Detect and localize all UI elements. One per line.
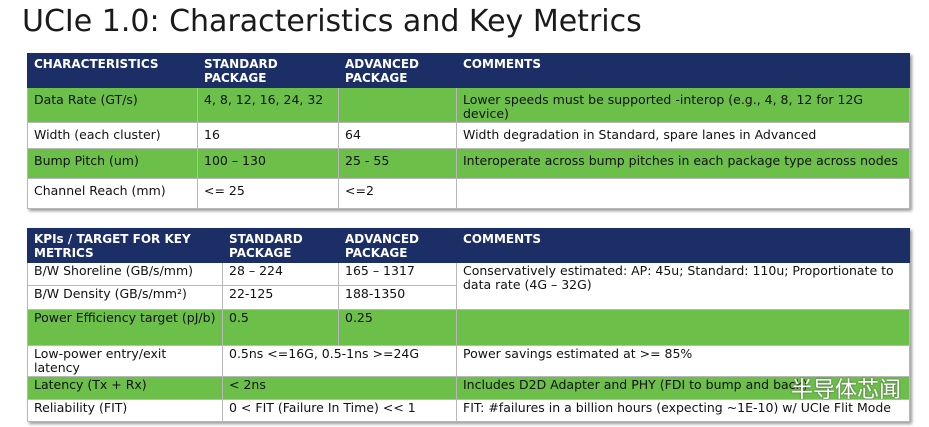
header-cell: COMMENTS [456, 53, 910, 88]
cell: 22-125 [222, 285, 339, 310]
cell: Low-power entry/exit latency [27, 345, 223, 377]
header-cell: ADVANCED PACKAGE [338, 53, 457, 88]
cell [338, 87, 457, 123]
watermark: 半导体芯闻 [790, 378, 901, 403]
cell: Includes D2D Adapter and PHY (FDI to bum… [456, 376, 910, 400]
cell: 0.25 [338, 309, 457, 346]
cell: Width (each cluster) [27, 122, 198, 149]
cell: 165 – 1317 [338, 262, 457, 286]
cell: Width degradation in Standard, spare lan… [456, 122, 910, 149]
cell: B/W Shoreline (GB/s/mm) [27, 262, 223, 286]
cell: Power savings estimated at >= 85% [456, 345, 910, 377]
header-cell: CHARACTERISTICS [27, 53, 198, 88]
cell: FIT: #failures in a billion hours (expec… [456, 399, 910, 422]
header-cell: STANDARD PACKAGE [222, 228, 339, 263]
cell [456, 309, 910, 346]
cell: <=2 [338, 178, 457, 209]
cell: 0.5ns <=16G, 0.5-1ns >=24G [222, 345, 457, 377]
header-cell: ADVANCED PACKAGE [338, 228, 457, 263]
cell: 4, 8, 12, 16, 24, 32 [197, 87, 339, 123]
header-cell: STANDARD PACKAGE [197, 53, 339, 88]
cell: Interoperate across bump pitches in each… [456, 148, 910, 179]
cell: <= 25 [197, 178, 339, 209]
cell: 16 [197, 122, 339, 149]
cell: 28 – 224 [222, 262, 339, 286]
cell: Channel Reach (mm) [27, 178, 198, 209]
cell: 188-1350 [338, 285, 457, 310]
cell: 0.5 [222, 309, 339, 346]
cell: Reliability (FIT) [27, 399, 223, 422]
kpi-table: KPIs / TARGET FOR KEY METRICS STANDARD PA… [27, 228, 910, 422]
cell: 64 [338, 122, 457, 149]
cell: 0 < FIT (Failure In Time) << 1 [222, 399, 457, 422]
cell: Power Efficiency target (pJ/b) [27, 309, 223, 346]
cell: 100 – 130 [197, 148, 339, 179]
cell: < 2ns [222, 376, 457, 400]
cell: Conservatively estimated: AP: 45u; Stand… [456, 262, 910, 310]
title: UCIe 1.0: Characteristics and Key Metric… [22, 4, 642, 39]
cell: Bump Pitch (um) [27, 148, 198, 179]
cell: Lower speeds must be supported -interop … [456, 87, 910, 123]
cell: Data Rate (GT/s) [27, 87, 198, 123]
cell: B/W Density (GB/s/mm²) [27, 285, 223, 310]
header-cell: KPIs / TARGET FOR KEY METRICS [27, 228, 223, 263]
header-cell: COMMENTS [456, 228, 910, 263]
cell: Latency (Tx + Rx) [27, 376, 223, 400]
cell [456, 178, 910, 209]
characteristics-table: CHARACTERISTICS STANDARD PACKAGE ADVANCED … [27, 53, 910, 209]
cell: 25 - 55 [338, 148, 457, 179]
